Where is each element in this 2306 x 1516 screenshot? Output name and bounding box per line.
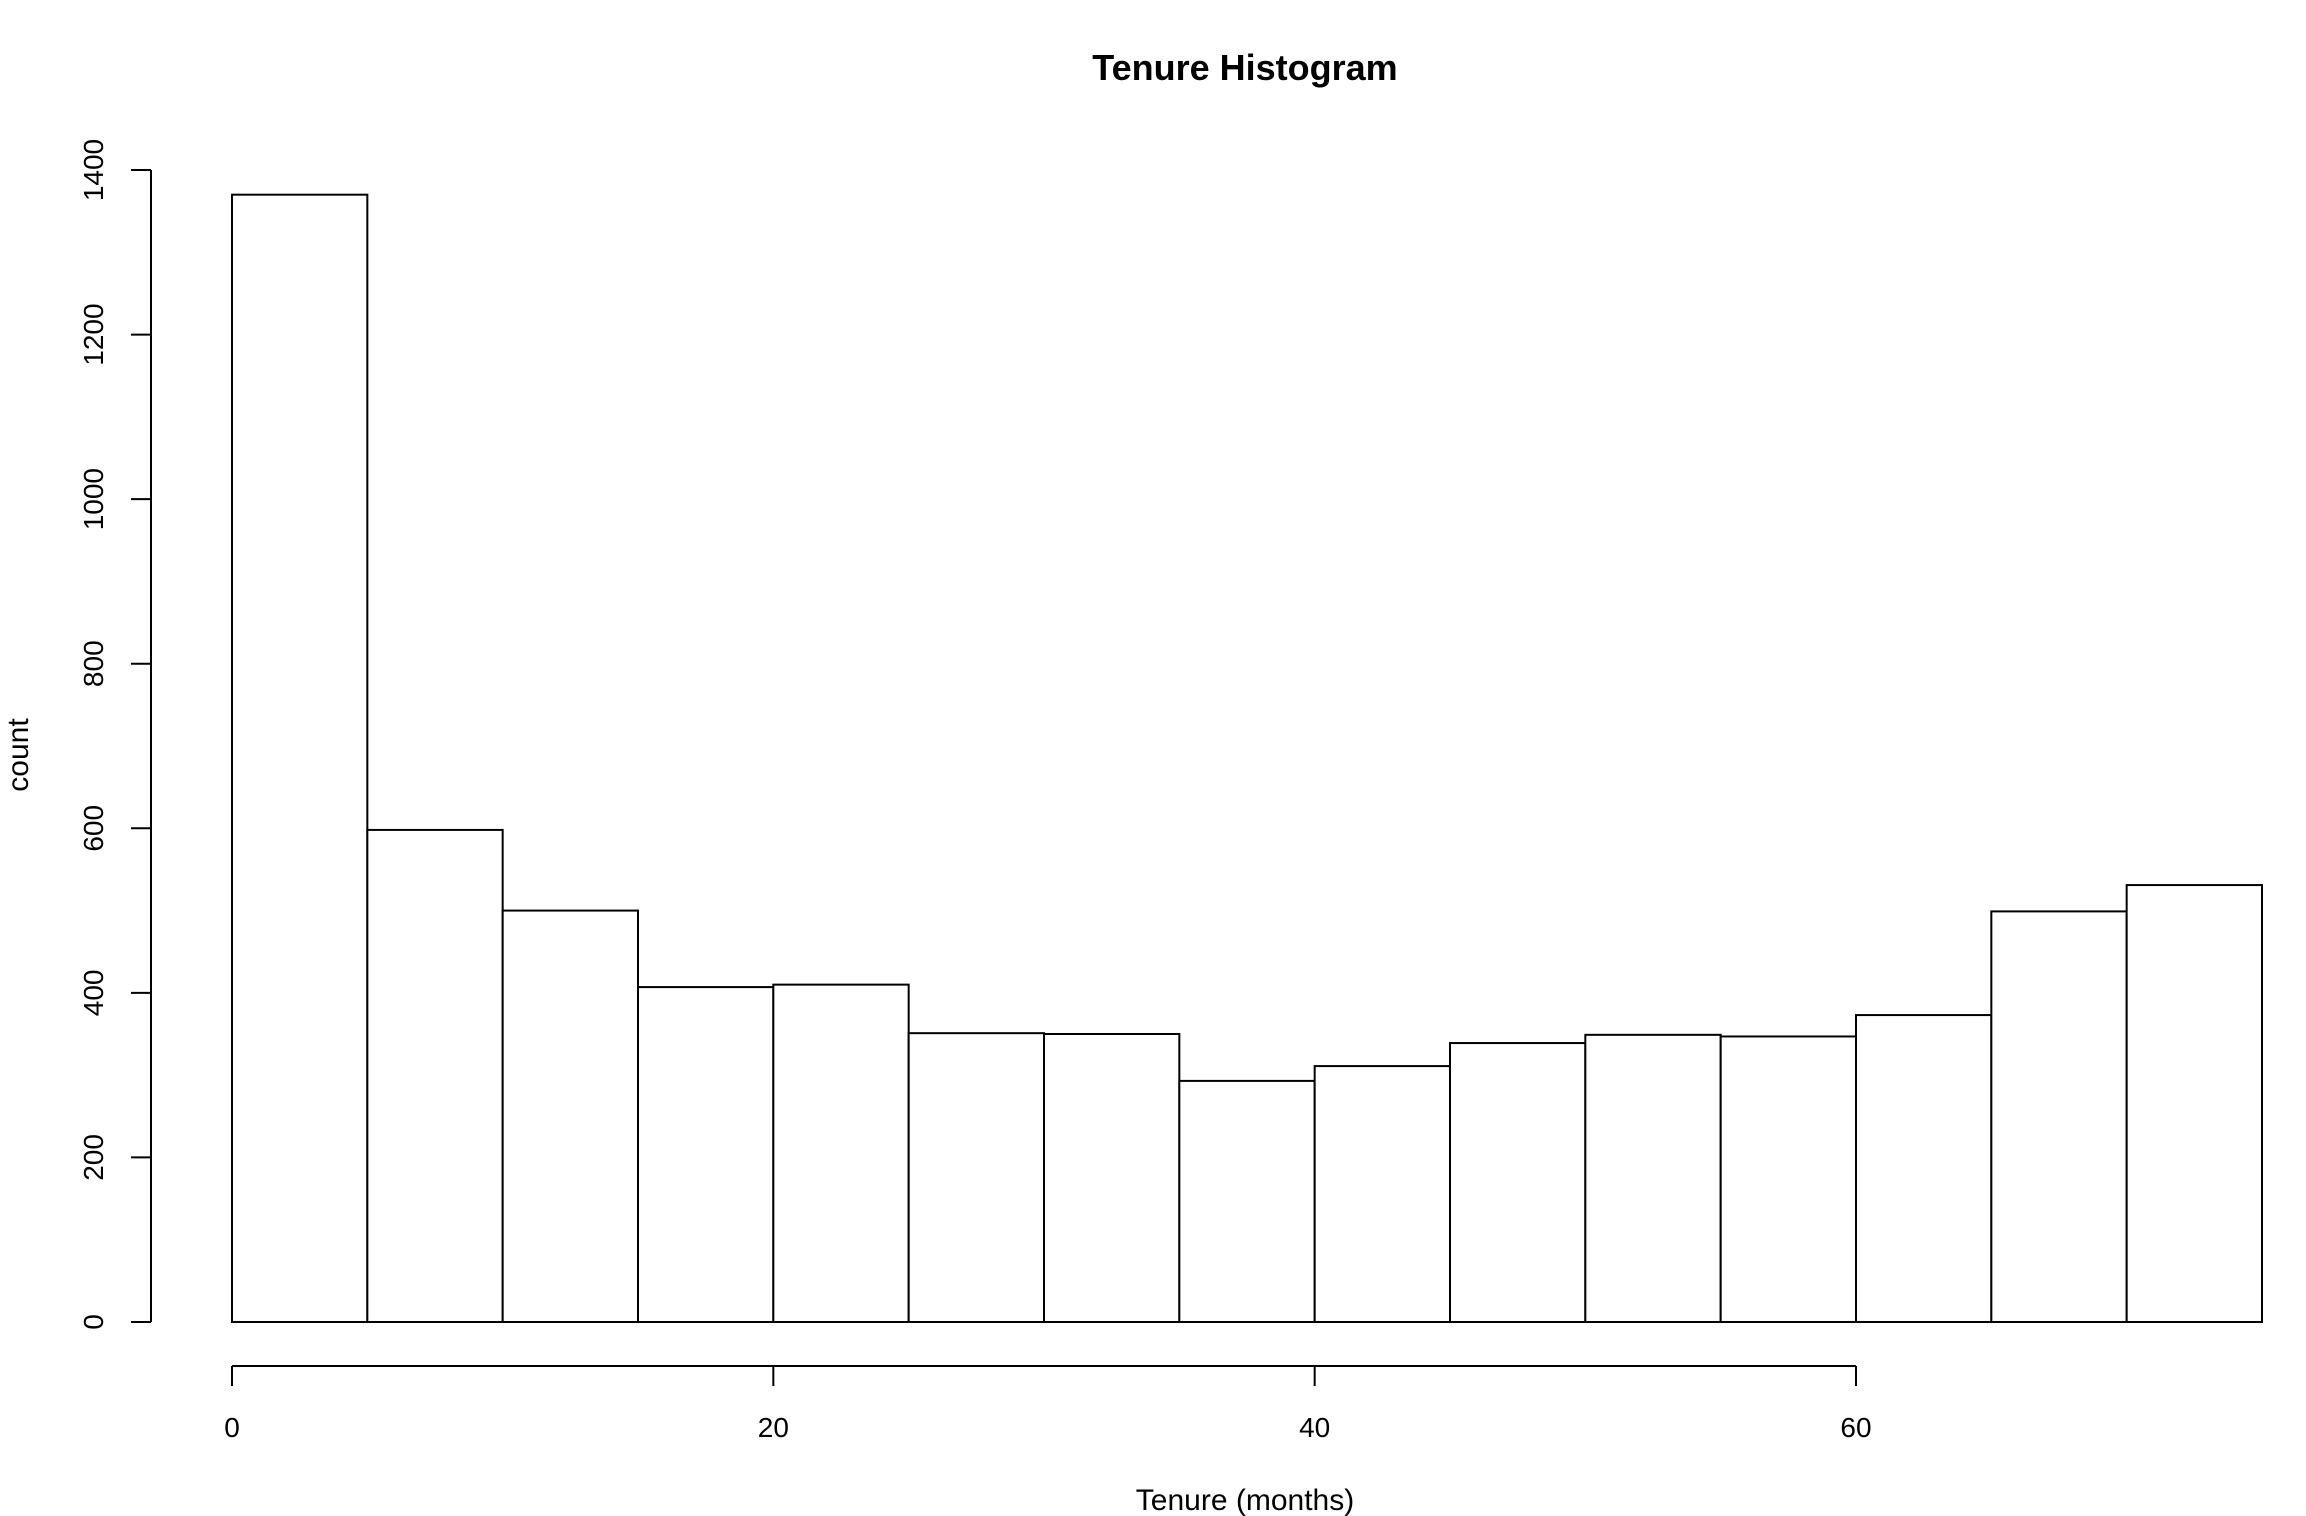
y-tick-label: 0 bbox=[78, 1314, 109, 1330]
histogram-bar bbox=[772, 983, 910, 1324]
y-axis: 0 200 400 600 800 1000 1200 1400 bbox=[78, 139, 152, 1330]
x-axis-title: Tenure (months) bbox=[1136, 1484, 1354, 1516]
x-tick-label: 60 bbox=[1840, 1412, 1871, 1443]
y-axis-title: count bbox=[2, 718, 35, 792]
histogram-bar bbox=[1449, 1042, 1587, 1323]
x-tick-label: 40 bbox=[1299, 1412, 1330, 1443]
histogram-bar bbox=[1719, 1035, 1857, 1324]
histogram-bar bbox=[231, 193, 369, 1324]
histogram-bar bbox=[907, 1032, 1046, 1323]
y-tick-label: 1200 bbox=[78, 303, 109, 365]
histogram-bar bbox=[1855, 1014, 1993, 1323]
y-tick-label: 600 bbox=[78, 805, 109, 852]
histogram-bar bbox=[637, 986, 775, 1324]
histogram-bar bbox=[1313, 1065, 1451, 1323]
chart-title: Tenure Histogram bbox=[1092, 47, 1397, 88]
x-tick-label: 20 bbox=[758, 1412, 789, 1443]
histogram-bar bbox=[1043, 1033, 1181, 1323]
y-tick-label: 400 bbox=[78, 969, 109, 1016]
histogram-bar bbox=[1990, 910, 2128, 1323]
histogram-bar bbox=[2125, 884, 2264, 1323]
y-tick-label: 200 bbox=[78, 1134, 109, 1181]
x-tick-label: 0 bbox=[224, 1412, 240, 1443]
histogram-bar bbox=[1178, 1079, 1316, 1323]
y-tick-label: 1400 bbox=[78, 139, 109, 201]
y-tick-label: 1000 bbox=[78, 468, 109, 530]
y-tick-label: 800 bbox=[78, 640, 109, 687]
histogram-bar bbox=[366, 828, 504, 1324]
bars-group bbox=[231, 193, 2264, 1324]
histogram-bar bbox=[501, 909, 639, 1323]
histogram-bar bbox=[1584, 1033, 1722, 1324]
x-axis: 0 20 40 60 bbox=[224, 1365, 1872, 1443]
